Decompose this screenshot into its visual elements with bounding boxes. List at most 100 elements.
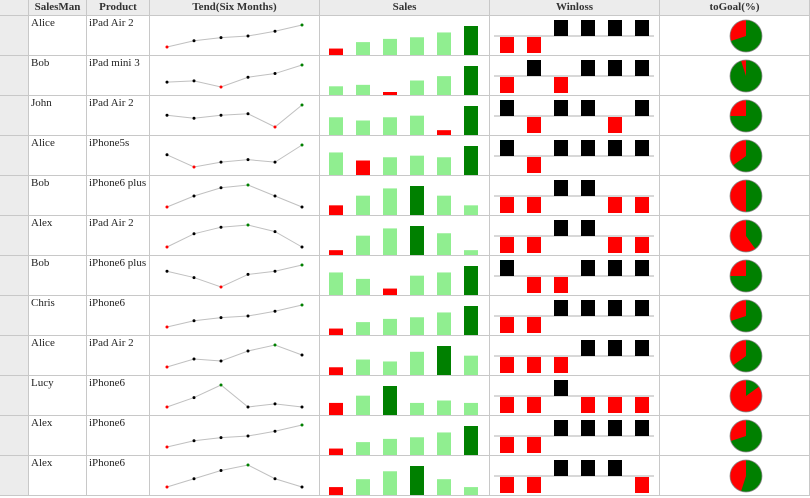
corner-cell[interactable] (0, 0, 29, 16)
header-sales[interactable]: Sales (320, 0, 490, 16)
winloss-cell[interactable] (490, 376, 660, 416)
product-cell[interactable]: iPhone5s (87, 136, 150, 176)
togoal-cell[interactable] (660, 136, 810, 176)
header-trend[interactable]: Tend(Six Months) (150, 0, 320, 16)
winloss-cell[interactable] (490, 256, 660, 296)
winloss-cell[interactable] (490, 96, 660, 136)
row-header[interactable] (0, 96, 29, 136)
trend-cell[interactable] (150, 456, 320, 496)
product-cell[interactable]: iPhone6 (87, 296, 150, 336)
product-cell[interactable]: iPhone6 plus (87, 256, 150, 296)
row-header[interactable] (0, 216, 29, 256)
togoal-cell[interactable] (660, 176, 810, 216)
salesman-cell[interactable]: Alice (29, 136, 87, 176)
winloss-cell[interactable] (490, 216, 660, 256)
win-bar (635, 300, 649, 316)
togoal-cell[interactable] (660, 456, 810, 496)
sales-cell[interactable] (320, 416, 490, 456)
trend-cell[interactable] (150, 16, 320, 56)
trend-cell[interactable] (150, 136, 320, 176)
togoal-cell[interactable] (660, 336, 810, 376)
winloss-cell[interactable] (490, 16, 660, 56)
togoal-cell[interactable] (660, 16, 810, 56)
togoal-cell[interactable] (660, 416, 810, 456)
row-header[interactable] (0, 296, 29, 336)
sales-cell[interactable] (320, 296, 490, 336)
row-header[interactable] (0, 16, 29, 56)
togoal-cell[interactable] (660, 376, 810, 416)
sales-cell[interactable] (320, 136, 490, 176)
trend-cell[interactable] (150, 416, 320, 456)
trend-cell[interactable] (150, 56, 320, 96)
winloss-cell[interactable] (490, 416, 660, 456)
product-cell[interactable]: iPhone6 (87, 416, 150, 456)
product-cell[interactable]: iPad mini 3 (87, 56, 150, 96)
sales-cell[interactable] (320, 336, 490, 376)
header-salesman[interactable]: SalesMan (29, 0, 87, 16)
trend-point (192, 439, 196, 443)
product-cell[interactable]: iPad Air 2 (87, 336, 150, 376)
trend-cell[interactable] (150, 216, 320, 256)
sales-cell[interactable] (320, 216, 490, 256)
sales-cell[interactable] (320, 256, 490, 296)
togoal-cell[interactable] (660, 296, 810, 336)
product-cell[interactable]: iPad Air 2 (87, 96, 150, 136)
header-product[interactable]: Product (87, 0, 150, 16)
sales-cell[interactable] (320, 56, 490, 96)
header-winloss[interactable]: Winloss (490, 0, 660, 16)
row-header[interactable] (0, 456, 29, 496)
trend-point (192, 165, 196, 169)
winloss-cell[interactable] (490, 456, 660, 496)
trend-point (192, 319, 196, 323)
salesman-cell[interactable]: Alex (29, 456, 87, 496)
winloss-cell[interactable] (490, 136, 660, 176)
loss-bar (635, 197, 649, 213)
salesman-cell[interactable]: Alex (29, 416, 87, 456)
product-cell[interactable]: iPhone6 (87, 376, 150, 416)
row-header[interactable] (0, 376, 29, 416)
product-cell[interactable]: iPhone6 (87, 456, 150, 496)
winloss-cell[interactable] (490, 296, 660, 336)
row-header[interactable] (0, 416, 29, 456)
row-header[interactable] (0, 136, 29, 176)
row-header[interactable] (0, 336, 29, 376)
trend-cell[interactable] (150, 336, 320, 376)
winloss-cell[interactable] (490, 176, 660, 216)
row-header[interactable] (0, 256, 29, 296)
trend-cell[interactable] (150, 96, 320, 136)
salesman-cell[interactable]: Bob (29, 56, 87, 96)
winloss-cell[interactable] (490, 336, 660, 376)
win-bar (608, 140, 622, 156)
salesman-cell[interactable]: Chris (29, 296, 87, 336)
salesman-cell[interactable]: Bob (29, 256, 87, 296)
salesman-cell[interactable]: Alice (29, 336, 87, 376)
salesman-cell[interactable]: Lucy (29, 376, 87, 416)
togoal-cell[interactable] (660, 56, 810, 96)
trend-cell[interactable] (150, 376, 320, 416)
winloss-cell[interactable] (490, 56, 660, 96)
sales-cell[interactable] (320, 96, 490, 136)
sales-cell[interactable] (320, 456, 490, 496)
salesman-cell[interactable]: John (29, 96, 87, 136)
sales-cell[interactable] (320, 176, 490, 216)
row-header[interactable] (0, 56, 29, 96)
header-togoal[interactable]: toGoal(%) (660, 0, 810, 16)
trend-cell[interactable] (150, 176, 320, 216)
win-bar (608, 340, 622, 356)
product-cell[interactable]: iPhone6 plus (87, 176, 150, 216)
salesman-cell[interactable]: Bob (29, 176, 87, 216)
togoal-cell[interactable] (660, 96, 810, 136)
trend-cell[interactable] (150, 256, 320, 296)
trend-cell[interactable] (150, 296, 320, 336)
product-cell[interactable]: iPad Air 2 (87, 16, 150, 56)
row-header[interactable] (0, 176, 29, 216)
sales-cell[interactable] (320, 16, 490, 56)
sales-bar (410, 186, 424, 215)
sales-cell[interactable] (320, 376, 490, 416)
trend-point (246, 349, 250, 353)
salesman-cell[interactable]: Alex (29, 216, 87, 256)
togoal-cell[interactable] (660, 216, 810, 256)
salesman-cell[interactable]: Alice (29, 16, 87, 56)
togoal-cell[interactable] (660, 256, 810, 296)
product-cell[interactable]: iPad Air 2 (87, 216, 150, 256)
